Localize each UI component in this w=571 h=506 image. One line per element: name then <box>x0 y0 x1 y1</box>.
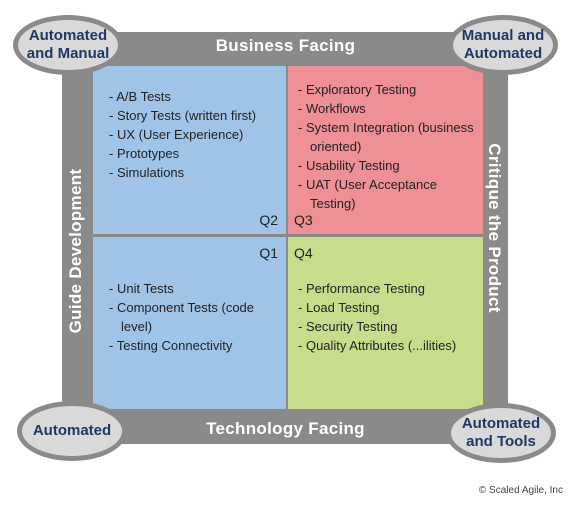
q3-item-list: Exploratory Testing Workflows System Int… <box>298 80 480 213</box>
list-item: UX (User Experience) <box>109 125 281 144</box>
oval-text-line: Automated <box>463 45 543 62</box>
copyright-notice: © Scaled Agile, Inc <box>478 485 563 496</box>
list-item: Exploratory Testing <box>298 80 480 99</box>
list-item: Component Tests (code level) <box>109 298 281 336</box>
quadrant-q2: A/B Tests Story Tests (written first) UX… <box>93 66 286 234</box>
list-item: Unit Tests <box>109 279 281 298</box>
oval-text-line: and Tools <box>466 433 536 450</box>
critique-product-label: Critique the Product <box>485 143 504 313</box>
corner-oval-manual-and-automated: Manual and Automated <box>448 15 558 75</box>
q3-label: Q3 <box>294 212 313 228</box>
q2-label: Q2 <box>259 212 278 228</box>
business-facing-label: Business Facing <box>215 36 356 55</box>
list-item: A/B Tests <box>109 87 281 106</box>
q2-item-list: A/B Tests Story Tests (written first) UX… <box>109 87 281 182</box>
guide-development-label: Guide Development <box>66 168 85 334</box>
list-item: UAT (User Acceptance Testing) <box>298 175 480 213</box>
oval-text-line: Manual and <box>461 27 545 44</box>
list-item: Quality Attributes (...ilities) <box>298 336 480 355</box>
technology-facing-label: Technology Facing <box>206 419 365 438</box>
oval-text-line: and Manual <box>26 45 110 62</box>
q1-item-list: Unit Tests Component Tests (code level) … <box>109 279 281 355</box>
list-item: Simulations <box>109 163 281 182</box>
oval-text-line: Automated <box>461 415 541 432</box>
corner-oval-automated-and-manual: Automated and Manual <box>13 15 123 75</box>
list-item: System Integration (business oriented) <box>298 118 480 156</box>
list-item: Prototypes <box>109 144 281 163</box>
list-item: Workflows <box>298 99 480 118</box>
list-item: Load Testing <box>298 298 480 317</box>
list-item: Testing Connectivity <box>109 336 281 355</box>
oval-text-line: Automated <box>32 422 112 439</box>
q1-label: Q1 <box>259 245 278 261</box>
quadrant-q1: Q1 Unit Tests Component Tests (code leve… <box>93 237 286 409</box>
quadrant-q4: Q4 Performance Testing Load Testing Secu… <box>288 237 483 409</box>
q4-label: Q4 <box>294 245 313 261</box>
corner-oval-automated-and-tools: Automated and Tools <box>446 403 556 463</box>
list-item: Security Testing <box>298 317 480 336</box>
q4-item-list: Performance Testing Load Testing Securit… <box>298 279 480 355</box>
oval-text-line: Automated <box>28 27 108 44</box>
list-item: Performance Testing <box>298 279 480 298</box>
quadrant-q3: Exploratory Testing Workflows System Int… <box>288 66 483 234</box>
list-item: Usability Testing <box>298 156 480 175</box>
corner-oval-automated: Automated <box>17 401 127 461</box>
list-item: Story Tests (written first) <box>109 106 281 125</box>
